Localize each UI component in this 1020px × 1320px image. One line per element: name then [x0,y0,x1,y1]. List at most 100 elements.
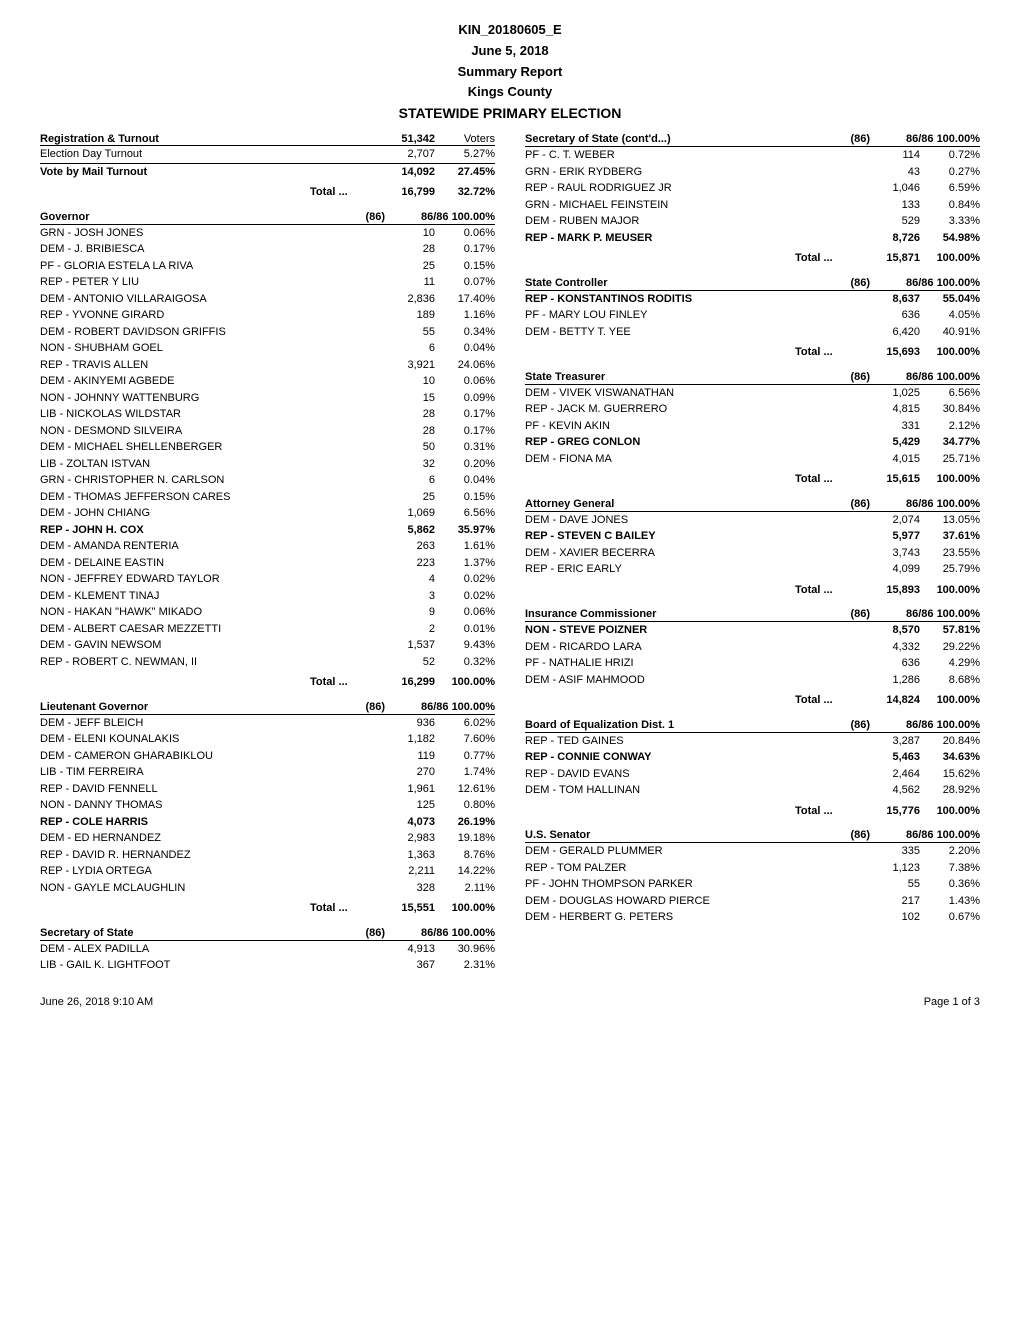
total-label: Total ... [795,250,865,267]
candidate-row: REP - YVONNE GIRARD1891.16% [40,307,495,324]
candidate-votes: 1,182 [380,731,435,748]
candidate-votes: 8,637 [865,291,920,308]
candidate-row: DEM - VIVEK VISWANATHAN1,0256.56% [525,385,980,402]
candidate-label: DEM - RICARDO LARA [525,639,865,656]
contest-header: State Controller(86)86/86 100.00% [525,277,980,291]
candidate-row: LIB - GAIL K. LIGHTFOOT3672.31% [40,957,495,974]
candidate-pct: 0.32% [435,654,495,671]
candidate-label: GRN - JOSH JONES [40,225,380,242]
candidate-votes: 125 [380,797,435,814]
candidate-votes: 1,537 [380,637,435,654]
candidate-label: NON - SHUBHAM GOEL [40,340,380,357]
candidate-label: REP - LYDIA ORTEGA [40,863,380,880]
contest-total-row: Total ...15,551100.00% [40,900,495,917]
candidate-row: DEM - THOMAS JEFFERSON CARES250.15% [40,489,495,506]
candidate-row: PF - MARY LOU FINLEY6364.05% [525,307,980,324]
candidate-pct: 6.56% [920,385,980,402]
candidate-label: REP - MARK P. MEUSER [525,230,865,247]
row-pct: 5.27% [435,146,495,163]
contest-title: Secretary of State [40,927,335,939]
candidate-pct: 57.81% [920,622,980,639]
candidate-row: REP - TRAVIS ALLEN3,92124.06% [40,357,495,374]
candidate-row: REP - JOHN H. COX5,86235.97% [40,522,495,539]
candidate-votes: 4,562 [865,782,920,799]
candidate-votes: 5,977 [865,528,920,545]
registration-header: Registration & Turnout 51,342 Voters [40,133,495,146]
candidate-votes: 3,287 [865,733,920,750]
candidate-pct: 26.19% [435,814,495,831]
total-votes: 15,551 [380,900,435,917]
row-votes: 2,707 [380,146,435,163]
candidate-row: DEM - XAVIER BECERRA3,74323.55% [525,545,980,562]
total-label: Total ... [795,692,865,709]
total-label: Total ... [795,471,865,488]
candidate-votes: 4,073 [380,814,435,831]
candidate-pct: 54.98% [920,230,980,247]
row-pct: 27.45% [435,164,495,181]
candidate-pct: 1.43% [920,893,980,910]
candidate-label: DEM - RUBEN MAJOR [525,213,865,230]
candidate-row: DEM - HERBERT G. PETERS1020.67% [525,909,980,926]
contest-section: Insurance Commissioner(86)86/86 100.00%N… [525,608,980,709]
candidate-votes: 270 [380,764,435,781]
candidate-votes: 52 [380,654,435,671]
candidate-pct: 15.62% [920,766,980,783]
candidate-votes: 9 [380,604,435,621]
candidate-pct: 34.77% [920,434,980,451]
contest-section: Secretary of State(86)86/86 100.00%DEM -… [40,927,495,974]
candidate-votes: 1,123 [865,860,920,877]
candidate-pct: 0.04% [435,340,495,357]
candidate-pct: 0.27% [920,164,980,181]
report-id: KIN_20180605_E [40,20,980,41]
candidate-pct: 0.09% [435,390,495,407]
candidate-votes: 263 [380,538,435,555]
total-pct: 100.00% [920,692,980,709]
contest-title: Governor [40,211,335,223]
candidate-pct: 4.05% [920,307,980,324]
contest-precincts: (86) [335,927,385,939]
candidate-label: DEM - TOM HALLINAN [525,782,865,799]
candidate-votes: 189 [380,307,435,324]
candidate-pct: 7.38% [920,860,980,877]
candidate-row: NON - DESMOND SILVEIRA280.17% [40,423,495,440]
total-pct: 100.00% [435,674,495,691]
candidate-pct: 0.17% [435,406,495,423]
candidate-pct: 0.15% [435,258,495,275]
total-pct: 100.00% [920,803,980,820]
contest-title: U.S. Senator [525,829,820,841]
candidate-row: DEM - ELENI KOUNALAKIS1,1827.60% [40,731,495,748]
row-label: Election Day Turnout [40,146,380,163]
candidate-pct: 13.05% [920,512,980,529]
candidate-votes: 2,464 [865,766,920,783]
contest-total-row: Total ...16,299100.00% [40,674,495,691]
candidate-votes: 529 [865,213,920,230]
candidate-row: REP - DAVID FENNELL1,96112.61% [40,781,495,798]
candidate-label: PF - C. T. WEBER [525,147,865,164]
row-label: Vote by Mail Turnout [40,164,380,181]
candidate-row: REP - JACK M. GUERRERO4,81530.84% [525,401,980,418]
contest-section: Governor(86)86/86 100.00%GRN - JOSH JONE… [40,211,495,691]
total-pct: 32.72% [435,184,495,201]
candidate-pct: 4.29% [920,655,980,672]
candidate-row: PF - C. T. WEBER1140.72% [525,147,980,164]
candidate-votes: 10 [380,373,435,390]
contest-ratio: 86/86 100.00% [870,371,980,383]
candidate-row: DEM - RUBEN MAJOR5293.33% [525,213,980,230]
candidate-label: REP - STEVEN C BAILEY [525,528,865,545]
candidate-label: PF - GLORIA ESTELA LA RIVA [40,258,380,275]
candidate-label: REP - CONNIE CONWAY [525,749,865,766]
candidate-row: DEM - ED HERNANDEZ2,98319.18% [40,830,495,847]
candidate-votes: 2 [380,621,435,638]
candidate-row: REP - PETER Y LIU110.07% [40,274,495,291]
contest-ratio: 86/86 100.00% [870,277,980,289]
candidate-label: PF - JOHN THOMPSON PARKER [525,876,865,893]
contest-title: Secretary of State (cont'd...) [525,133,820,145]
candidate-pct: 20.84% [920,733,980,750]
left-column: Registration & Turnout 51,342 Voters Ele… [40,133,495,984]
candidate-pct: 35.97% [435,522,495,539]
candidate-label: PF - NATHALIE HRIZI [525,655,865,672]
candidate-votes: 2,983 [380,830,435,847]
candidate-pct: 6.02% [435,715,495,732]
candidate-row: DEM - BETTY T. YEE6,42040.91% [525,324,980,341]
candidate-votes: 43 [865,164,920,181]
